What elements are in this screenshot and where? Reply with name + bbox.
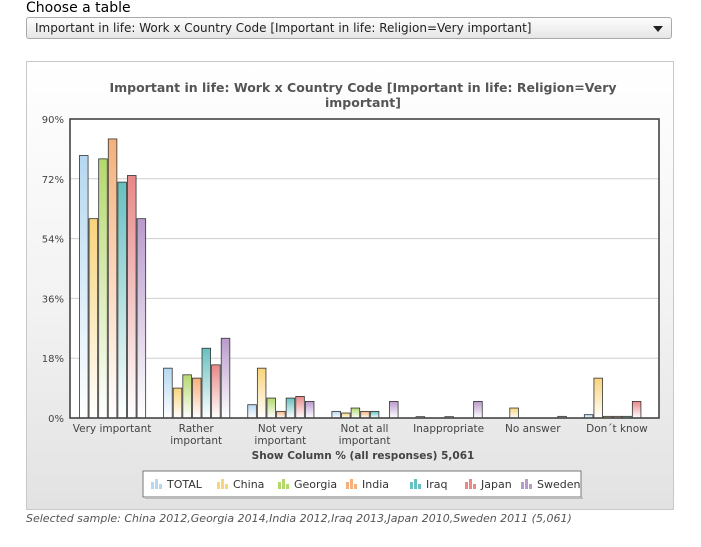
bar-china-2[interactable] [256,367,267,419]
legend-swatch [217,482,220,489]
legend-swatch [469,479,472,489]
bar-iraq-1[interactable] [201,347,212,419]
bar-japan-2[interactable] [295,396,305,419]
legend-swatch [418,484,421,489]
legend-swatch [155,479,158,489]
legend-swatch [151,482,154,489]
table-select[interactable]: Important in life: Work x Country Code [… [26,17,672,39]
legend-label: China [233,478,264,491]
legend-swatch [414,479,417,489]
legend-swatch [410,482,413,489]
legend-swatch [286,484,289,489]
legend-item-total[interactable]: TOTAL [151,478,203,491]
bar-total-1[interactable] [163,367,173,419]
bar-sweden-1[interactable] [220,337,231,419]
legend-swatch [354,484,357,489]
legend-swatch [473,484,476,489]
plot-area [70,119,659,418]
x-category-label: Inappropriate [413,423,484,435]
x-axis-title: Show Column % (all responses) 5,061 [252,450,475,462]
bar-india-1[interactable] [192,377,202,419]
legend-swatch [350,479,353,489]
bar-iraq-3[interactable] [369,410,380,419]
selected-sample-note: Selected sample: China 2012,Georgia 2014… [26,512,572,525]
legend-item-japan[interactable]: Japan [465,478,512,491]
bar-china-6[interactable] [593,377,603,419]
choose-table-label: Choose a table [26,0,131,16]
bar-china-0[interactable] [88,218,99,419]
legend-label: Japan [480,478,512,491]
x-category-label: Rather [179,423,215,435]
y-tick-label: 36% [42,294,64,305]
table-select-value: Important in life: Work x Country Code [… [35,21,532,35]
bar-india-0[interactable] [107,138,118,419]
legend-label: TOTAL [166,478,203,491]
bar-japan-1[interactable] [211,364,221,419]
y-tick-label: 72% [42,175,64,186]
legend-swatch [159,484,162,489]
legend-shadow [145,497,583,499]
bar-georgia-0[interactable] [98,158,108,419]
bar-total-0[interactable] [79,155,89,419]
x-category-label: Very important [73,423,152,435]
bar-japan-6[interactable] [631,400,642,419]
bar-sweden-3[interactable] [389,400,399,419]
legend-item-india[interactable]: India [346,478,389,491]
bar-georgia-2[interactable] [266,397,276,419]
bar-total-3[interactable] [331,410,341,419]
x-category-label: important [339,435,391,447]
x-category-label: Don´t know [586,423,648,435]
chart-title-line: Important in life: Work x Country Code [… [109,80,616,95]
y-tick-label: 0% [48,414,64,425]
y-tick-label: 54% [42,235,64,246]
x-category-label: important [254,435,306,447]
legend-label: Iraq [426,478,448,491]
x-category-label: Not at all [341,423,389,435]
chart-panel: Important in life: Work x Country Code [… [26,61,674,510]
bar-iraq-2[interactable] [285,397,296,419]
legend-item-georgia[interactable]: Georgia [278,478,337,491]
legend-swatch [521,482,524,489]
bar-china-1[interactable] [172,387,183,419]
legend-label: Georgia [294,478,337,491]
x-category-label: No answer [505,423,561,435]
legend-swatch [346,482,349,489]
bar-total-2[interactable] [247,404,257,419]
legend-label: India [362,478,389,491]
bar-sweden-2[interactable] [304,400,315,419]
legend-item-sweden[interactable]: Sweden [521,478,580,491]
chart-title-line: important] [325,95,401,110]
bar-japan-0[interactable] [127,175,137,419]
chart: Important in life: Work x Country Code [… [42,80,660,499]
bar-sweden-4[interactable] [473,400,483,419]
legend-swatch [525,479,528,489]
legend-swatch [221,479,224,489]
bar-india-3[interactable] [360,410,370,419]
legend-label: Sweden [537,478,580,491]
bar-georgia-3[interactable] [350,407,361,419]
legend-item-china[interactable]: China [217,478,264,491]
legend-swatch [225,484,228,489]
legend-item-iraq[interactable]: Iraq [410,478,448,491]
bar-china-5[interactable] [509,407,519,419]
bar-georgia-1[interactable] [182,374,192,419]
legend-swatch [465,482,468,489]
y-tick-label: 90% [42,115,64,126]
chevron-down-icon[interactable] [653,26,663,32]
bar-sweden-0[interactable] [136,218,147,419]
plot-frame [69,118,660,419]
legend-swatch [278,482,281,489]
legend-swatch [282,479,285,489]
y-tick-label: 18% [42,354,64,365]
bar-iraq-0[interactable] [117,181,127,419]
x-category-label: Not very [258,423,303,435]
bar-india-2[interactable] [276,410,286,419]
x-category-label: important [170,435,222,447]
legend-swatch [529,484,532,489]
